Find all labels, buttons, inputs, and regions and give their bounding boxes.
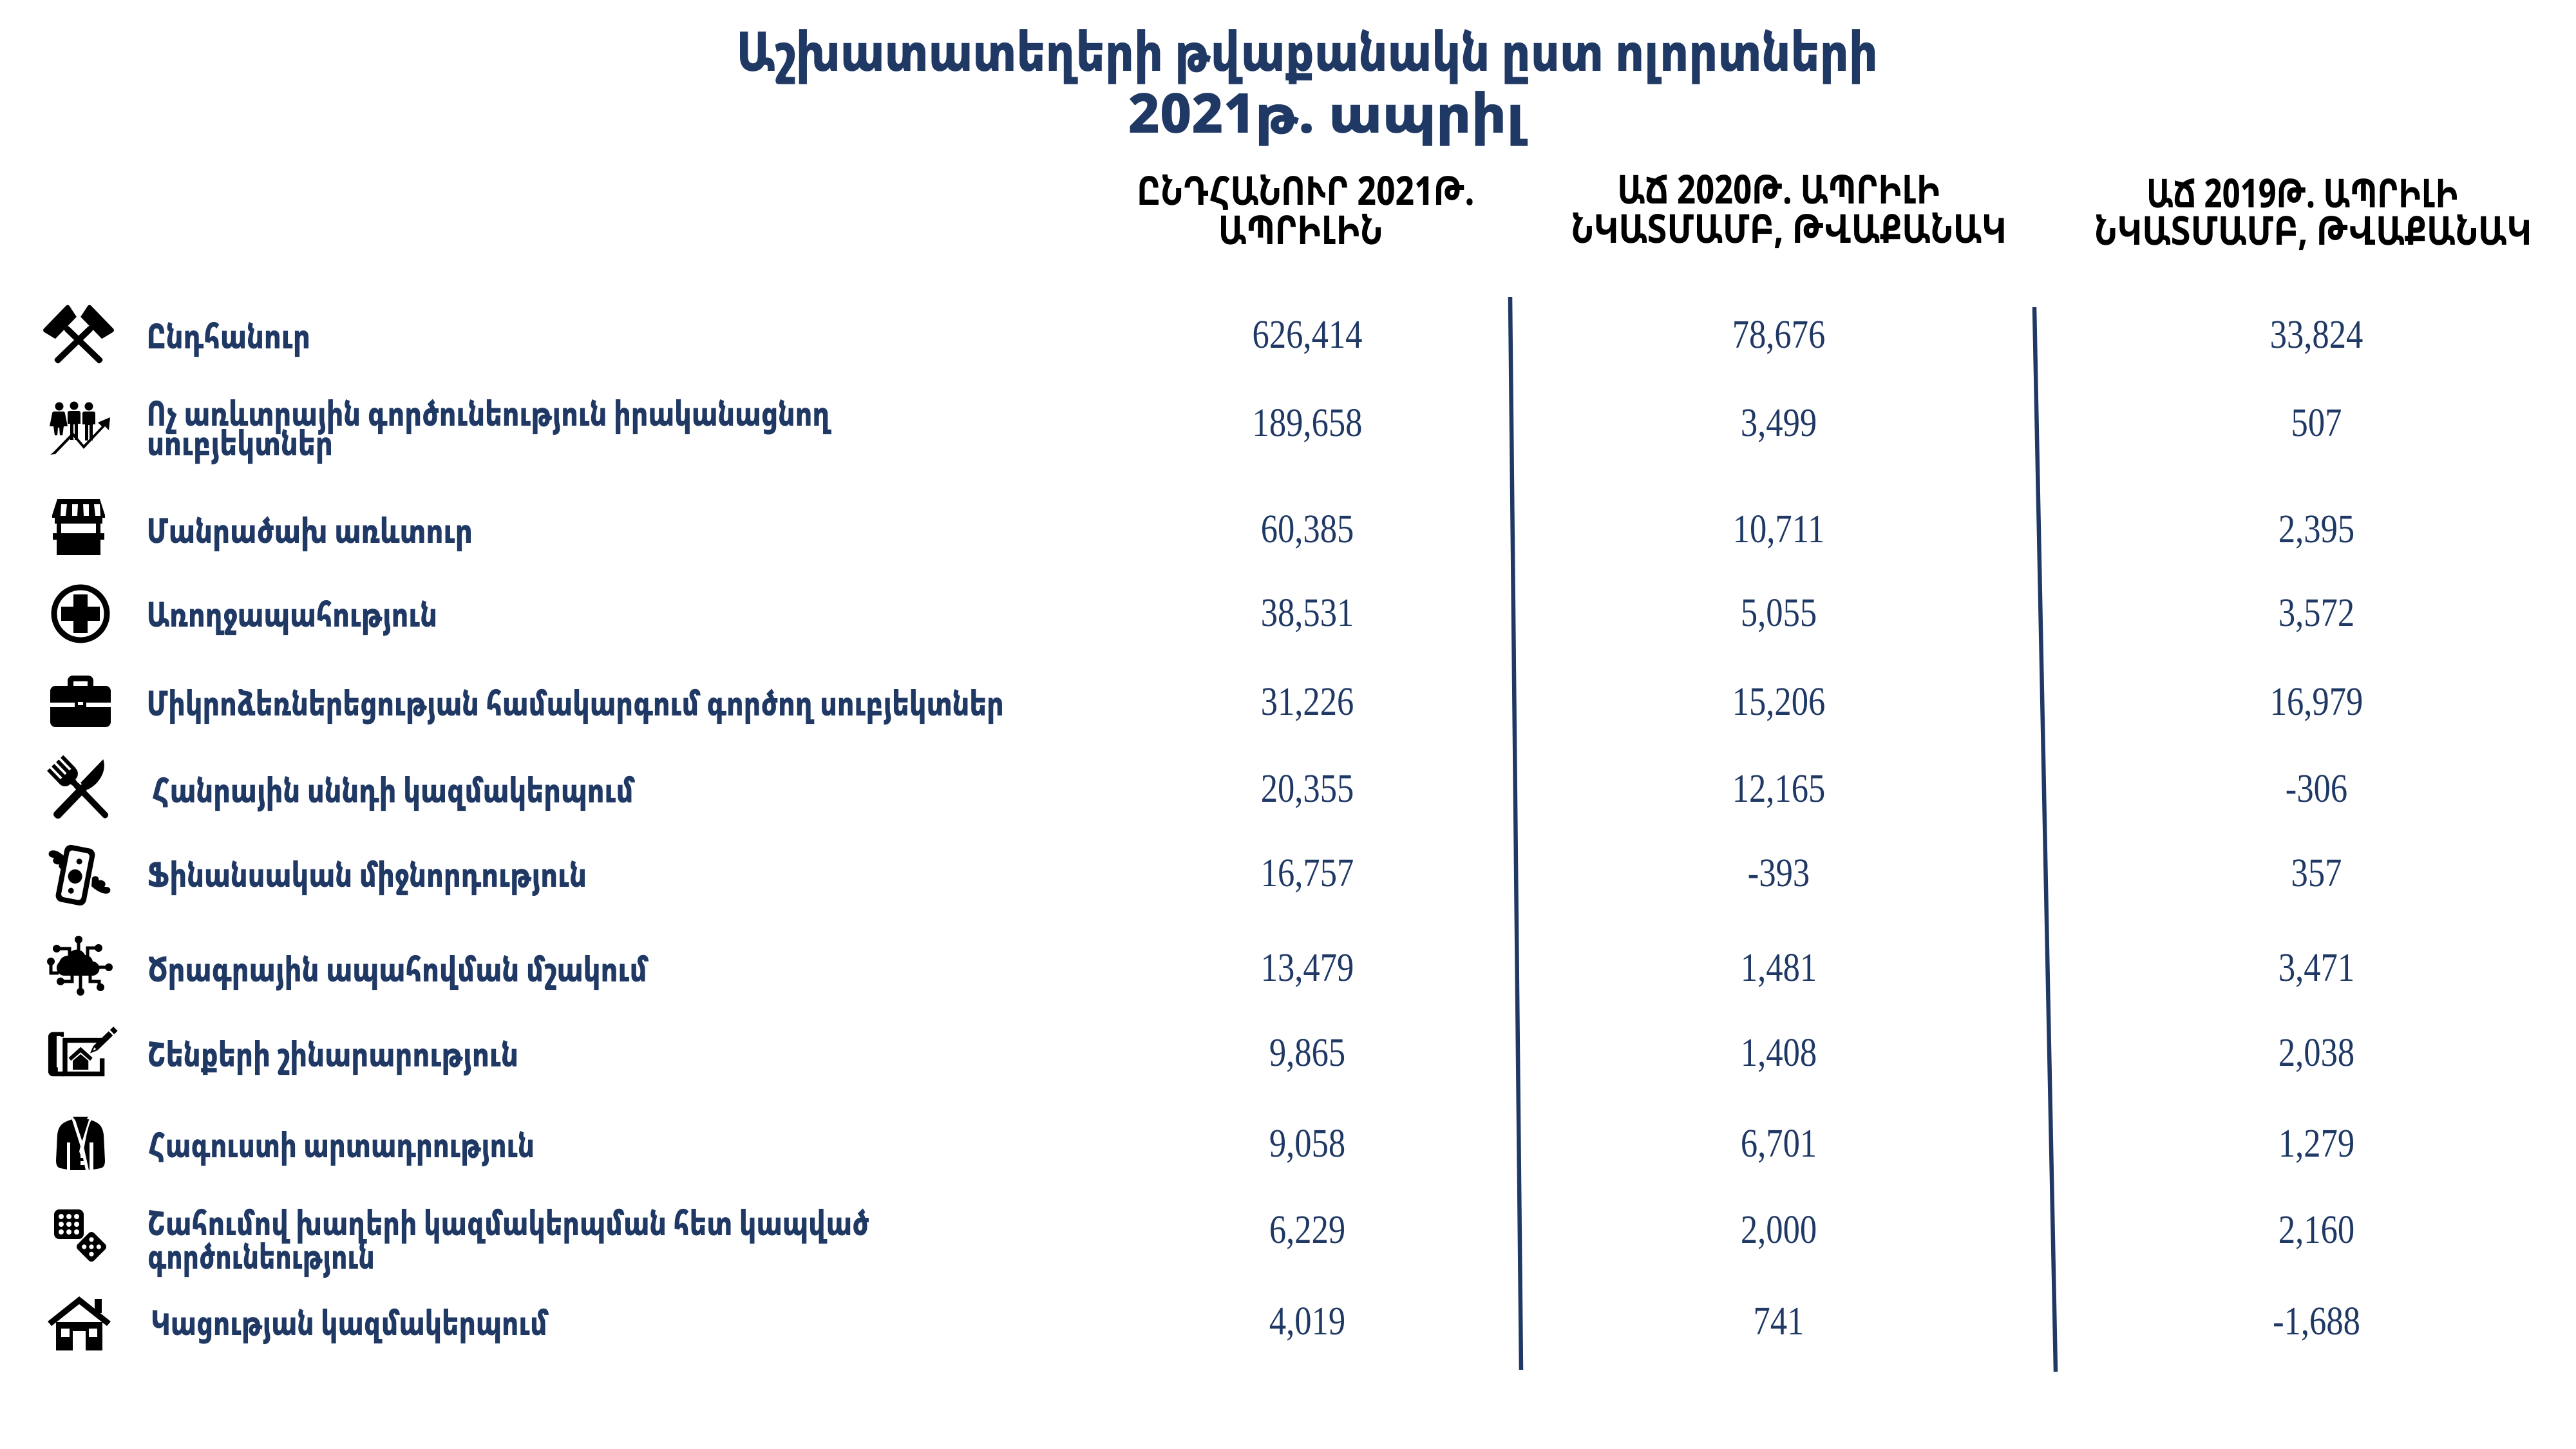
svg-text:13,479: 13,479 (1261, 945, 1354, 990)
svg-text:3,471: 3,471 (2278, 945, 2354, 990)
svg-text:20,355: 20,355 (1261, 766, 1354, 811)
svg-text:9,865: 9,865 (1269, 1030, 1345, 1075)
svg-text:1,408: 1,408 (1741, 1030, 1817, 1075)
svg-text:60,385: 60,385 (1261, 506, 1354, 552)
svg-text:1,481: 1,481 (1741, 945, 1817, 990)
svg-text:1,279: 1,279 (2278, 1121, 2354, 1166)
svg-text:3,572: 3,572 (2278, 590, 2354, 636)
svg-text:741: 741 (1754, 1298, 1804, 1344)
svg-text:15,206: 15,206 (1732, 679, 1826, 724)
svg-text:-1,688: -1,688 (2273, 1298, 2360, 1344)
svg-text:4,019: 4,019 (1269, 1298, 1345, 1344)
svg-text:2,000: 2,000 (1741, 1207, 1817, 1253)
svg-text:626,414: 626,414 (1253, 312, 1363, 357)
svg-text:6,701: 6,701 (1741, 1121, 1817, 1166)
svg-text:6,229: 6,229 (1269, 1207, 1345, 1253)
svg-text:507: 507 (2291, 400, 2342, 446)
svg-text:16,979: 16,979 (2270, 679, 2363, 724)
svg-text:9,058: 9,058 (1269, 1121, 1345, 1166)
svg-text:38,531: 38,531 (1261, 590, 1354, 636)
svg-text:16,757: 16,757 (1261, 850, 1354, 896)
svg-text:-393: -393 (1748, 850, 1810, 896)
svg-text:3,499: 3,499 (1741, 400, 1817, 446)
svg-text:78,676: 78,676 (1732, 312, 1826, 357)
svg-text:31,226: 31,226 (1261, 679, 1354, 724)
svg-text:2,160: 2,160 (2278, 1207, 2354, 1253)
svg-text:-306: -306 (2286, 766, 2347, 811)
svg-text:33,824: 33,824 (2270, 312, 2363, 357)
svg-text:2,395: 2,395 (2278, 506, 2354, 552)
svg-text:357: 357 (2291, 850, 2342, 896)
svg-text:189,658: 189,658 (1253, 400, 1363, 446)
svg-text:5,055: 5,055 (1741, 590, 1817, 636)
svg-text:12,165: 12,165 (1732, 766, 1826, 811)
svg-text:10,711: 10,711 (1733, 506, 1825, 552)
svg-text:2,038: 2,038 (2278, 1030, 2354, 1075)
